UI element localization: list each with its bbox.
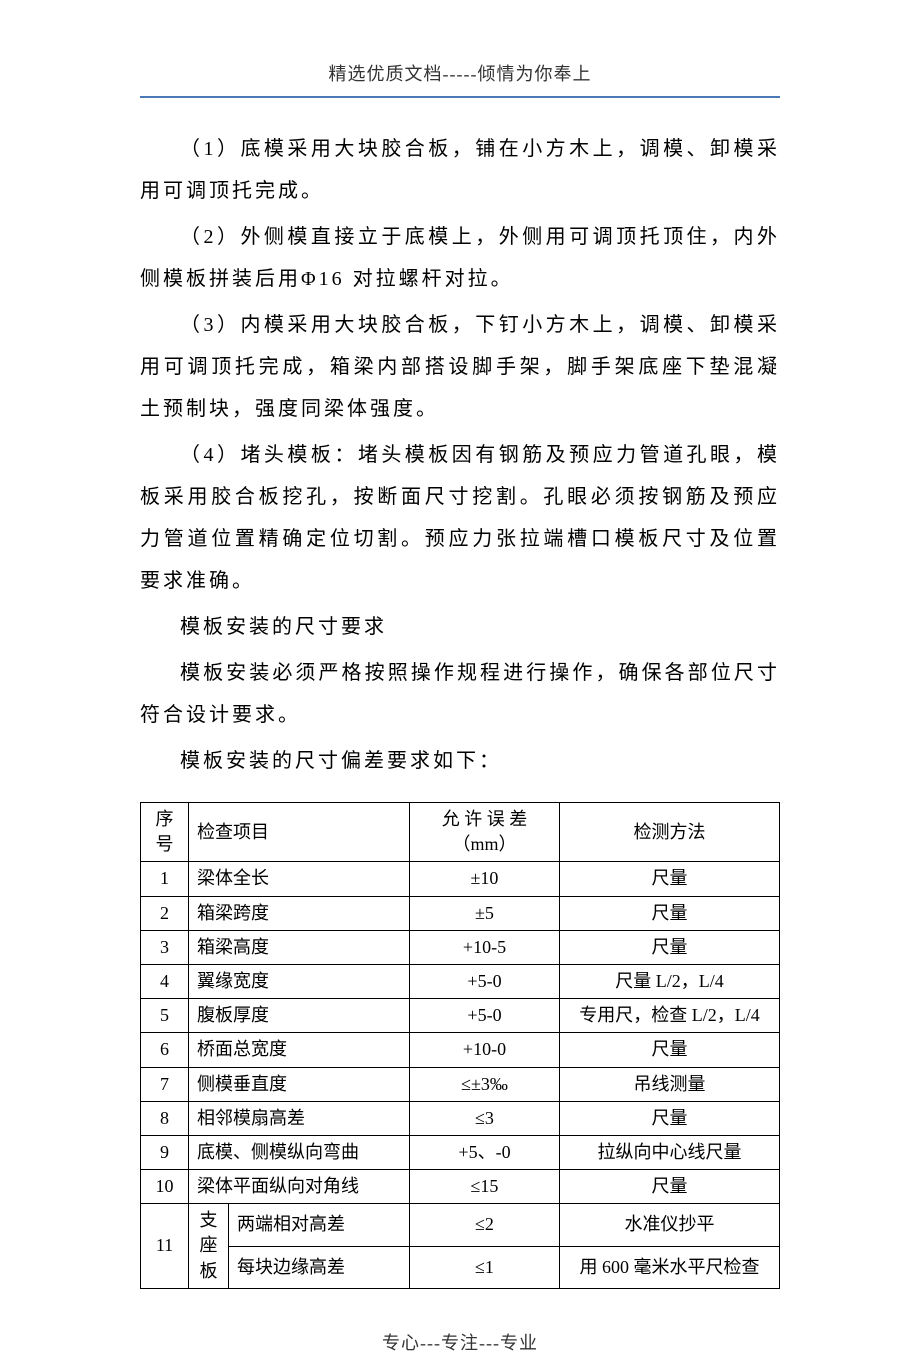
cell-item: 桥面总宽度 <box>189 1033 410 1067</box>
table-row: 9 底模、侧模纵向弯曲 +5、-0 拉纵向中心线尺量 <box>141 1135 780 1169</box>
table-row: 4 翼缘宽度 +5-0 尺量 L/2，L/4 <box>141 964 780 998</box>
cell-tol: ±10 <box>410 862 560 896</box>
table-row: 7 侧模垂直度 ≤±3‰ 吊线测量 <box>141 1067 780 1101</box>
tolerance-table: 序号 检查项目 允 许 误 差（mm） 检测方法 1 梁体全长 ±10 尺量 2… <box>140 802 780 1289</box>
table-row: 5 腹板厚度 +5-0 专用尺，检查 L/2，L/4 <box>141 999 780 1033</box>
cell-item: 箱梁跨度 <box>189 896 410 930</box>
cell-tol: +5-0 <box>410 964 560 998</box>
paragraph-4: （4）堵头模板：堵头模板因有钢筋及预应力管道孔眼，模板采用胶合板挖孔，按断面尺寸… <box>140 434 780 602</box>
cell-tol: ±5 <box>410 896 560 930</box>
cell-item: 箱梁高度 <box>189 930 410 964</box>
table-header-row: 序号 检查项目 允 许 误 差（mm） 检测方法 <box>141 803 780 862</box>
cell-method: 尺量 <box>560 1033 780 1067</box>
paragraph-2: （2）外侧模直接立于底模上，外侧用可调顶托顶住，内外侧模板拼装后用Φ16 对拉螺… <box>140 216 780 300</box>
table-row: 10 梁体平面纵向对角线 ≤15 尺量 <box>141 1170 780 1204</box>
cell-method: 水准仪抄平 <box>560 1204 780 1246</box>
paragraph-7: 模板安装的尺寸偏差要求如下： <box>140 740 780 782</box>
header-item: 检查项目 <box>189 803 410 862</box>
cell-method: 尺量 <box>560 1101 780 1135</box>
paragraph-5: 模板安装的尺寸要求 <box>140 606 780 648</box>
cell-tol: ≤15 <box>410 1170 560 1204</box>
cell-tol: +5、-0 <box>410 1135 560 1169</box>
table-row: 1 梁体全长 ±10 尺量 <box>141 862 780 896</box>
paragraph-3: （3）内模采用大块胶合板，下钉小方木上，调模、卸模采用可调顶托完成，箱梁内部搭设… <box>140 304 780 430</box>
header-seq: 序号 <box>141 803 189 862</box>
cell-seq: 5 <box>141 999 189 1033</box>
cell-tol: +10-0 <box>410 1033 560 1067</box>
cell-item: 每块边缘高差 <box>229 1246 410 1288</box>
table-row: 11 支座板 两端相对高差 ≤2 水准仪抄平 <box>141 1204 780 1246</box>
cell-item: 梁体平面纵向对角线 <box>189 1170 410 1204</box>
cell-seq: 1 <box>141 862 189 896</box>
cell-tol: ≤1 <box>410 1246 560 1288</box>
cell-group: 支座板 <box>189 1204 229 1289</box>
table-row: 6 桥面总宽度 +10-0 尺量 <box>141 1033 780 1067</box>
paragraph-6: 模板安装必须严格按照操作规程进行操作，确保各部位尺寸符合设计要求。 <box>140 652 780 736</box>
table-row: 每块边缘高差 ≤1 用 600 毫米水平尺检查 <box>141 1246 780 1288</box>
table-row: 2 箱梁跨度 ±5 尺量 <box>141 896 780 930</box>
cell-seq: 7 <box>141 1067 189 1101</box>
cell-method: 尺量 <box>560 896 780 930</box>
header-tolerance: 允 许 误 差（mm） <box>410 803 560 862</box>
cell-tol: ≤±3‰ <box>410 1067 560 1101</box>
cell-seq: 9 <box>141 1135 189 1169</box>
cell-method: 尺量 <box>560 1170 780 1204</box>
cell-item: 底模、侧模纵向弯曲 <box>189 1135 410 1169</box>
cell-seq: 3 <box>141 930 189 964</box>
cell-method: 吊线测量 <box>560 1067 780 1101</box>
cell-method: 专用尺，检查 L/2，L/4 <box>560 999 780 1033</box>
cell-tol: ≤2 <box>410 1204 560 1246</box>
page-header: 精选优质文档-----倾情为你奉上 <box>140 60 780 98</box>
cell-seq: 8 <box>141 1101 189 1135</box>
cell-tol: ≤3 <box>410 1101 560 1135</box>
cell-method: 用 600 毫米水平尺检查 <box>560 1246 780 1288</box>
cell-item: 腹板厚度 <box>189 999 410 1033</box>
cell-tol: +10-5 <box>410 930 560 964</box>
cell-item: 侧模垂直度 <box>189 1067 410 1101</box>
cell-method: 拉纵向中心线尺量 <box>560 1135 780 1169</box>
footer-text: 专心---专注---专业 <box>382 1333 538 1353</box>
cell-seq: 10 <box>141 1170 189 1204</box>
cell-item: 梁体全长 <box>189 862 410 896</box>
table-row: 3 箱梁高度 +10-5 尺量 <box>141 930 780 964</box>
header-text: 精选优质文档-----倾情为你奉上 <box>329 64 592 84</box>
content-area: （1）底模采用大块胶合板，铺在小方木上，调模、卸模采用可调顶托完成。 （2）外侧… <box>0 128 920 1289</box>
table-row: 8 相邻模扇高差 ≤3 尺量 <box>141 1101 780 1135</box>
page-footer: 专心---专注---专业 <box>0 1329 920 1355</box>
paragraph-1: （1）底模采用大块胶合板，铺在小方木上，调模、卸模采用可调顶托完成。 <box>140 128 780 212</box>
cell-seq: 11 <box>141 1204 189 1289</box>
cell-seq: 4 <box>141 964 189 998</box>
cell-item: 翼缘宽度 <box>189 964 410 998</box>
cell-method: 尺量 <box>560 862 780 896</box>
cell-method: 尺量 <box>560 930 780 964</box>
cell-item: 两端相对高差 <box>229 1204 410 1246</box>
cell-method: 尺量 L/2，L/4 <box>560 964 780 998</box>
cell-seq: 2 <box>141 896 189 930</box>
cell-tol: +5-0 <box>410 999 560 1033</box>
cell-seq: 6 <box>141 1033 189 1067</box>
header-method: 检测方法 <box>560 803 780 862</box>
cell-item: 相邻模扇高差 <box>189 1101 410 1135</box>
